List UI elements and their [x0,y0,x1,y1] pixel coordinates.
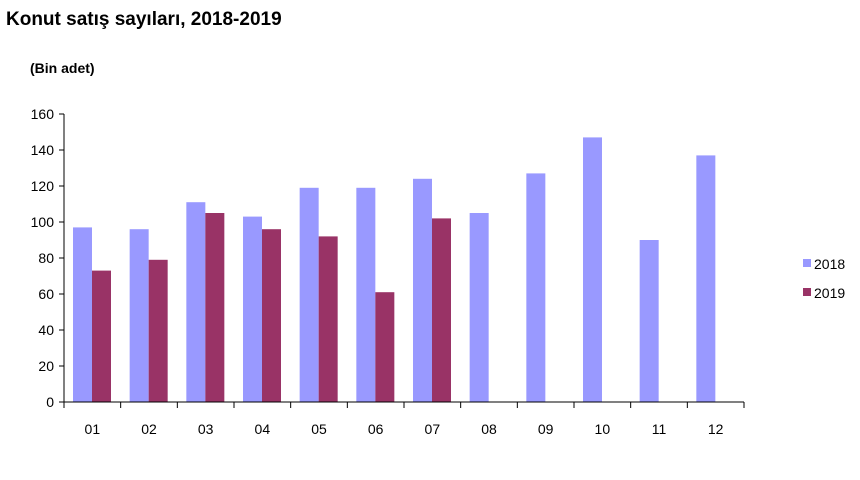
y-tick-label: 60 [38,286,54,302]
x-tick-label: 08 [481,421,497,437]
bar-2018-11 [639,240,659,402]
x-tick-label: 03 [198,421,214,437]
bar-2019-02 [148,259,168,402]
y-tick-label: 120 [31,178,55,194]
bar-2019-01 [92,270,111,402]
y-tick-label: 140 [31,142,55,158]
x-tick-label: 04 [255,421,271,437]
y-tick-label: 100 [31,214,55,230]
unit-label: (Bin adet) [30,60,95,76]
chart-title: Konut satış sayıları, 2018-2019 [6,9,282,30]
legend-swatch-2019 [803,288,811,296]
x-tick-label: 09 [538,421,554,437]
y-tick-label: 40 [38,322,54,338]
x-tick-label: 07 [425,421,441,437]
bar-2018-02 [129,229,149,402]
bar-2018-06 [356,187,376,402]
y-tick-label: 80 [38,250,54,266]
y-tick-label: 160 [31,106,55,122]
x-tick-label: 10 [595,421,611,437]
bar-2019-04 [262,229,281,402]
bar-2018-08 [469,213,489,402]
bar-2019-07 [432,218,451,402]
bar-2019-03 [205,213,225,402]
y-tick-label: 0 [46,394,54,410]
bar-2019-06 [375,292,395,402]
bar-2018-07 [413,178,432,402]
x-tick-label: 01 [85,421,101,437]
legend-label-2018: 2018 [814,256,845,272]
axes-group: 0 20 40 60 80 100 120 140 160 01 02 03 04 05 06 07 08 09 1… [31,106,745,437]
x-tick-label: 06 [368,421,384,437]
bar-2018-09 [526,173,546,402]
bar-2019-05 [318,236,338,402]
bar-2018-04 [243,216,262,402]
x-tick-label: 02 [141,421,157,437]
bar-2018-01 [73,227,92,402]
legend-swatch-2018 [803,259,811,267]
bar-2018-05 [299,187,319,402]
bars-group [73,137,716,402]
legend: 2018 2019 [803,256,845,301]
bar-2018-10 [583,137,602,402]
x-tick-label: 11 [652,421,667,437]
bar-2018-12 [696,155,716,402]
legend-label-2019: 2019 [814,285,845,301]
x-tick-label: 12 [708,421,724,437]
bar-2018-03 [186,202,206,402]
y-tick-label: 20 [38,358,54,374]
x-tick-label: 05 [311,421,327,437]
